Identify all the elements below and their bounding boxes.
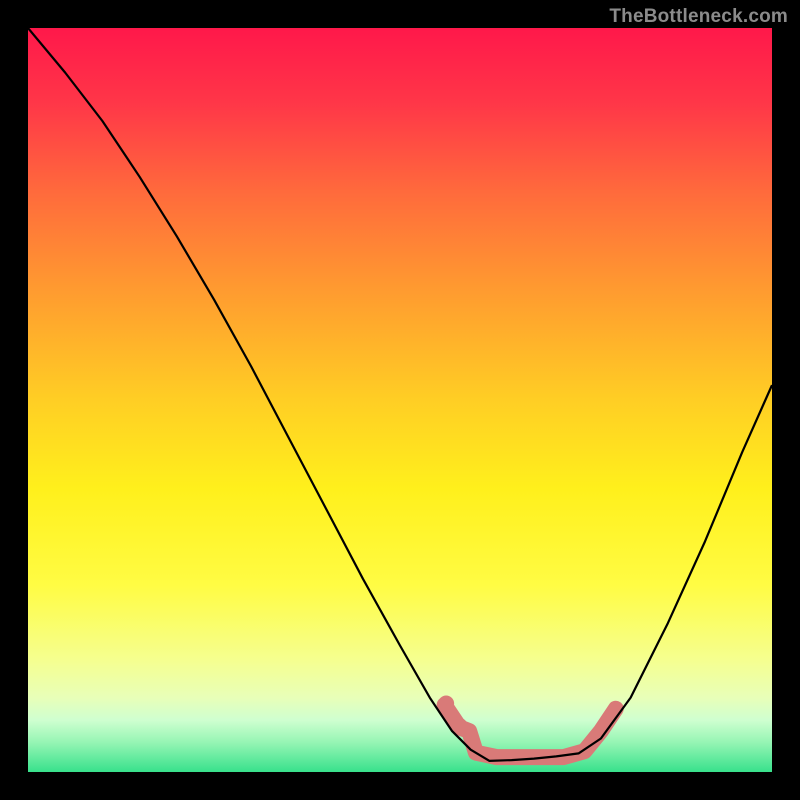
- chart-frame: TheBottleneck.com: [0, 0, 800, 800]
- watermark-label: TheBottleneck.com: [609, 6, 788, 28]
- sweet-spot-marker: [438, 696, 454, 712]
- chart-background: [28, 28, 772, 772]
- bottleneck-chart: [28, 28, 772, 772]
